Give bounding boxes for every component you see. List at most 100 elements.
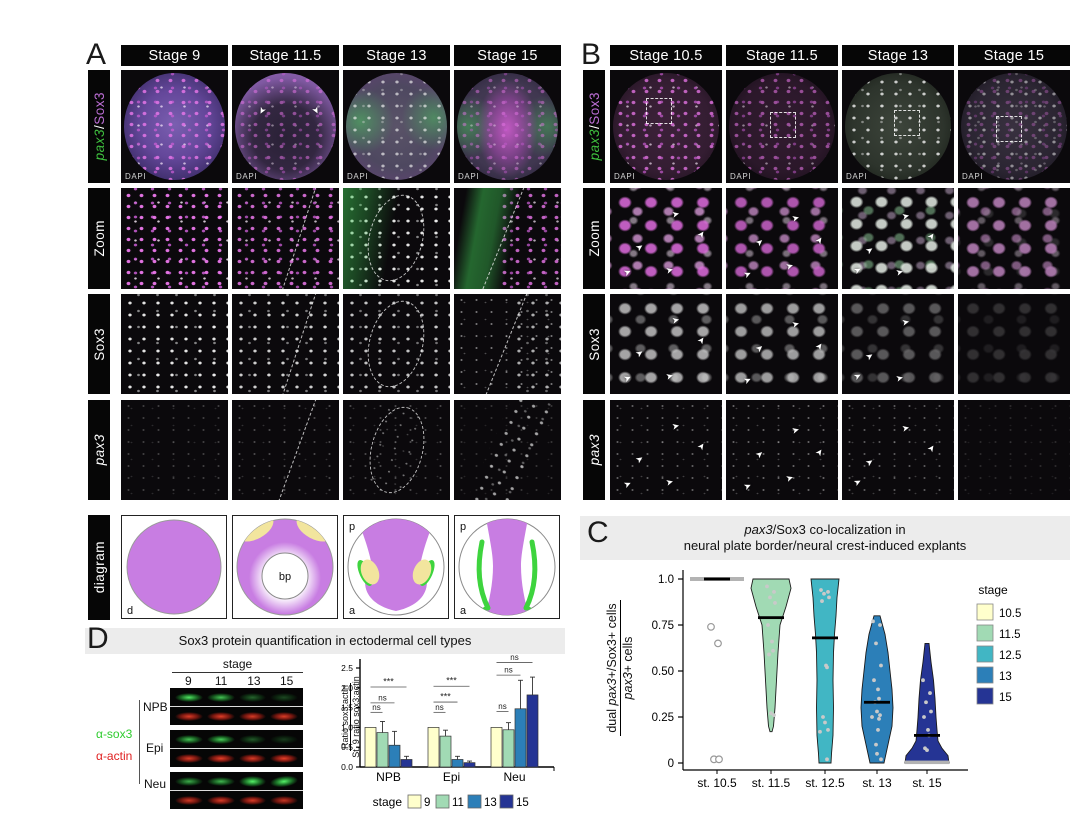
dapi-label: DAPI xyxy=(347,172,369,181)
arrow-icon: ➤ xyxy=(790,212,801,224)
speckle-texture xyxy=(232,188,339,289)
gene-label: pax3 xyxy=(91,129,107,161)
speckle-texture xyxy=(958,400,1070,500)
separator: / xyxy=(91,125,107,130)
data-point xyxy=(925,748,929,753)
data-point xyxy=(772,589,776,594)
diagram-stage13: p a xyxy=(343,515,449,619)
data-point xyxy=(765,584,769,589)
actin-band xyxy=(238,753,267,763)
sox3-band xyxy=(238,775,267,787)
blot-row-npb: NPB xyxy=(143,700,168,714)
dapi-label: DAPI xyxy=(125,172,147,181)
median-line xyxy=(914,734,940,737)
y-tick-label: 1.0 xyxy=(658,574,674,586)
blot-stage-9: 9 xyxy=(185,674,192,688)
sox3-band xyxy=(238,734,267,744)
micrograph-b-sox3-stage105: ➤ ➤ ➤ ➤ ➤ xyxy=(610,294,722,394)
embryo-circle xyxy=(457,73,558,180)
data-point-open xyxy=(707,622,715,631)
y-tick-label: 2.5 xyxy=(341,663,353,673)
actin-band xyxy=(270,795,298,805)
micrograph-a-pax3-stage9 xyxy=(121,400,228,500)
embryo-circle xyxy=(346,73,447,180)
actin-band xyxy=(206,795,235,805)
micrograph-b-zoom-stage105: ➤ ➤ ➤ ➤ ➤ xyxy=(610,188,722,289)
panel-a-header-stage9: Stage 9 xyxy=(121,45,228,66)
data-point xyxy=(875,751,879,756)
data-point xyxy=(772,713,776,718)
protein-label: Sox3 xyxy=(91,92,107,126)
dapi-label: DAPI xyxy=(458,172,480,181)
antibody-actin-label: α-actin xyxy=(96,749,133,763)
diagram-stage115: bp xyxy=(232,515,338,619)
data-point xyxy=(876,727,880,732)
micrograph-b-pax3-stage115: ➤ ➤ ➤ ➤ ➤ xyxy=(726,400,838,500)
violin-plot: 1.0 0.75 0.50 0.25 0 st. 10.5 st. 11.5 st. 12.5… xyxy=(652,570,1021,790)
actin-band xyxy=(270,711,298,721)
data-point xyxy=(825,757,829,762)
data-point xyxy=(826,727,830,732)
micrograph-b-pax3-stage15 xyxy=(958,400,1070,500)
violin-shape xyxy=(750,578,792,733)
panel-b-header-stage15: Stage 15 xyxy=(958,45,1070,66)
y-tick-label: 2.0 xyxy=(341,683,353,693)
arrow-icon: ➤ xyxy=(790,318,801,330)
bar xyxy=(502,729,515,768)
bar xyxy=(388,744,401,768)
blot-red-strip xyxy=(170,791,303,809)
data-point xyxy=(766,623,770,627)
data-point xyxy=(823,720,827,725)
svg-text:d: d xyxy=(127,605,133,617)
bar xyxy=(400,759,413,768)
data-point xyxy=(876,687,880,692)
micrograph-b-explant-stage13: DAPI xyxy=(842,70,954,183)
data-point xyxy=(874,742,878,747)
speckle-texture xyxy=(121,400,228,500)
micrograph-b-pax3-stage13: ➤ ➤ ➤ ➤ xyxy=(842,400,954,500)
data-point xyxy=(821,715,825,719)
data-point-open xyxy=(714,639,722,648)
sox3-band xyxy=(206,734,235,744)
green-signal-overlay xyxy=(454,188,561,289)
micrograph-b-zoom-stage13: ➤ ➤ ➤ ➤ ➤ xyxy=(842,188,954,289)
explant-circle xyxy=(961,73,1067,180)
panel-b-header-stage105: Stage 10.5 xyxy=(610,45,722,66)
blot-panel-epi xyxy=(170,730,303,767)
x-tick-label: st. 11.5 xyxy=(752,776,791,790)
bar xyxy=(364,727,377,768)
explant-circle xyxy=(845,73,951,180)
micrograph-b-sox3-stage15 xyxy=(958,294,1070,394)
significance-label: *** xyxy=(383,677,394,687)
speckle-texture xyxy=(343,400,450,500)
blot-row-bracket xyxy=(139,700,140,784)
speckle-texture xyxy=(845,73,951,180)
actin-band xyxy=(175,753,203,763)
violin-shape xyxy=(810,578,840,764)
bar xyxy=(376,732,389,768)
micrograph-b-sox3-stage115: ➤ ➤ ➤ ➤ xyxy=(726,294,838,394)
roi-box xyxy=(996,116,1022,142)
data-point xyxy=(771,648,775,653)
range-bar xyxy=(905,760,949,765)
speckle-texture xyxy=(613,73,719,180)
arrow-icon: ➤ xyxy=(664,264,675,276)
speckle-texture xyxy=(726,188,838,289)
micrograph-a-sox3-stage15 xyxy=(454,294,561,394)
sox3-band xyxy=(270,734,298,744)
data-point xyxy=(770,639,774,644)
data-point xyxy=(870,715,874,719)
legend-label: 11.5 xyxy=(999,629,1021,641)
speckle-texture xyxy=(232,294,339,394)
x-tick-label: st. 10.5 xyxy=(697,776,737,790)
speckle-texture xyxy=(232,400,339,500)
actin-band xyxy=(175,711,203,721)
legend-label: 11 xyxy=(452,797,464,809)
micrograph-a-zoom-stage13 xyxy=(343,188,450,289)
actin-band xyxy=(206,711,235,721)
blot-panel-npb xyxy=(170,688,303,725)
blot-stage-15: 15 xyxy=(279,674,294,688)
micrograph-a-pax3-stage13 xyxy=(343,400,450,500)
legend-label: 12.5 xyxy=(999,650,1021,662)
